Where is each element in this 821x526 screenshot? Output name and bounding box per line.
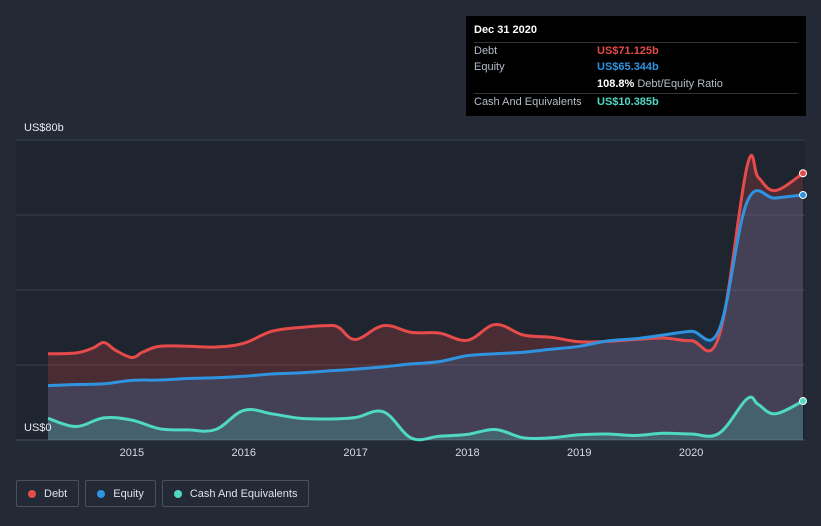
equity-line: [47, 189, 804, 388]
tooltip-value: US$71.125b: [597, 45, 659, 57]
tooltip-label: [474, 76, 597, 93]
cash-area: [48, 397, 803, 440]
tooltip-label: Debt: [474, 45, 498, 57]
legend-dot-icon: [173, 489, 182, 498]
debt-end-point: [799, 169, 807, 178]
x-tick-label: 2019: [567, 447, 591, 459]
x-tick-label: 2015: [120, 447, 144, 459]
tooltip-value: US$65.344b: [597, 61, 659, 73]
tooltip-row-ratio: 108.8% Debt/Equity Ratio: [474, 76, 798, 93]
legend: Debt Equity Cash And Equivalents: [16, 480, 310, 507]
legend-dot-icon: [28, 489, 36, 498]
legend-label: Debt: [44, 487, 68, 500]
debt-line: [47, 154, 804, 359]
y-axis-bottom-label: US$0: [24, 422, 52, 434]
y-axis-top-label: US$80b: [24, 122, 64, 134]
tooltip-ratio-label: Debt/Equity Ratio: [637, 78, 723, 90]
tooltip-row-debt: Debt US$71.125b: [474, 42, 798, 59]
tooltip-label: Cash And Equivalents: [474, 96, 582, 108]
legend-item-debt[interactable]: Debt: [16, 480, 80, 507]
tooltip-value: 108.8%: [597, 78, 635, 90]
legend-item-equity[interactable]: Equity: [85, 480, 156, 507]
cash-end-point: [799, 397, 807, 406]
debt-area: [48, 155, 803, 440]
x-tick-label: 2018: [455, 447, 479, 459]
tooltip-value: US$10.385b: [597, 96, 659, 108]
legend-dot-icon: [97, 489, 106, 498]
tooltip-date: Dec 31 2020: [474, 24, 537, 36]
legend-label: Cash And Equivalents: [189, 487, 298, 500]
equity-end-point: [799, 190, 807, 199]
x-tick-label: 2017: [343, 447, 367, 459]
tooltip-row-cash: Cash And Equivalents US$10.385b: [474, 93, 798, 110]
cash-line: [47, 395, 804, 442]
tooltip-label: Equity: [474, 61, 505, 73]
tooltip: Dec 31 2020 Debt US$71.125b Equity US$65…: [466, 16, 806, 116]
x-tick-label: 2020: [679, 447, 703, 459]
tooltip-row-equity: Equity US$65.344b: [474, 59, 798, 76]
x-tick-label: 2016: [231, 447, 255, 459]
legend-label: Equity: [113, 487, 144, 500]
legend-item-cash[interactable]: Cash And Equivalents: [161, 480, 310, 507]
